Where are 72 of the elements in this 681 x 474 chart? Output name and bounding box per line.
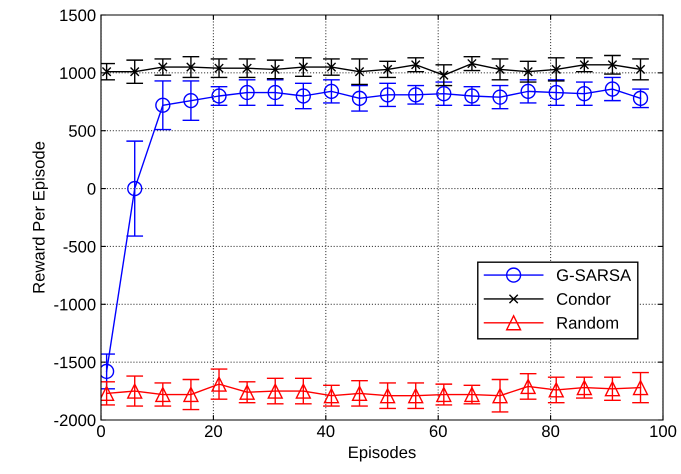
point (158, 62, 168, 72)
legend-label: G-SARSA (556, 269, 632, 282)
x-tick-label: 80 (542, 425, 560, 438)
y-tick-label: 1000 (60, 67, 96, 80)
legend-label: Random (557, 316, 618, 329)
point (268, 84, 283, 100)
point (520, 84, 536, 100)
point (604, 381, 620, 396)
y-tick-label: 0 (88, 182, 96, 195)
point (436, 86, 452, 102)
point (102, 66, 112, 77)
point (298, 62, 308, 72)
point (296, 383, 311, 399)
point (382, 64, 392, 74)
x-tick-label: 60 (430, 425, 447, 438)
y-axis-title: Reward Per Episode (32, 142, 48, 293)
point (436, 386, 452, 402)
y-tick-label: -500 (64, 240, 96, 253)
point (579, 60, 590, 70)
point (548, 382, 564, 398)
point (408, 388, 424, 404)
point (127, 180, 142, 196)
point (186, 62, 196, 72)
point (410, 60, 421, 70)
point (239, 384, 255, 400)
point (604, 81, 620, 97)
point (520, 378, 536, 394)
y-tick-label: -2000 (54, 414, 96, 426)
y-tick-label: -1500 (54, 356, 96, 368)
point (239, 84, 255, 100)
point (326, 62, 336, 72)
point (523, 66, 533, 77)
point (352, 386, 368, 402)
point (551, 64, 562, 74)
point (632, 380, 648, 396)
point (324, 388, 340, 404)
point (380, 87, 396, 102)
point (130, 66, 140, 77)
point (268, 383, 283, 399)
x-tick-label: 40 (316, 425, 334, 438)
point (155, 98, 170, 113)
point (155, 386, 170, 402)
legend-label: Condor (556, 292, 611, 305)
point (608, 60, 618, 70)
point (242, 63, 252, 74)
point (354, 66, 364, 77)
y-tick-label: 500 (69, 125, 96, 137)
point (492, 90, 508, 105)
y-tick-label: -1000 (54, 298, 96, 310)
x-tick-label: 20 (204, 425, 222, 438)
point (576, 380, 592, 396)
point (183, 386, 199, 402)
y-tick-label: 1500 (60, 9, 96, 22)
point (324, 84, 340, 100)
point (183, 92, 199, 108)
point (467, 58, 477, 68)
point (380, 388, 396, 404)
point (492, 388, 508, 404)
point (576, 86, 592, 102)
point (548, 84, 564, 100)
point (438, 70, 449, 80)
x-tick-label: 0 (97, 425, 105, 438)
point (211, 376, 227, 392)
point (296, 88, 311, 104)
x-tick-label: 100 (650, 425, 676, 438)
point (127, 383, 142, 399)
x-axis-title: Episodes (349, 446, 416, 462)
point (270, 64, 280, 74)
point (214, 63, 224, 74)
point (352, 90, 368, 106)
point (636, 64, 646, 74)
point (495, 64, 505, 74)
